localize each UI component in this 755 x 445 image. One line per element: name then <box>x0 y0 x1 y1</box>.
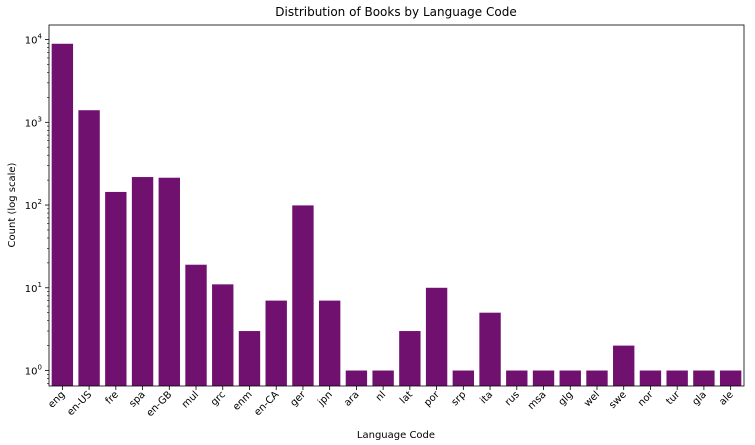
x-tick-label-srp: srp <box>450 389 469 408</box>
bar-tur <box>666 370 688 386</box>
bar-por <box>425 287 448 386</box>
x-tick-label-en-US: en-US <box>65 389 94 418</box>
x-tick-label-mul: mul <box>180 389 201 410</box>
bar-lat <box>399 331 421 386</box>
y-tick-label: 103 <box>25 115 42 129</box>
x-tick-label-en-GB: en-GB <box>145 389 175 419</box>
x-tick-label-ara: ara <box>342 389 361 408</box>
bar-en-CA <box>265 300 287 386</box>
bar-fre <box>105 191 127 386</box>
bar-ita <box>479 312 501 386</box>
x-tick-label-ger: ger <box>289 389 309 409</box>
x-tick-label-tur: tur <box>664 389 683 408</box>
x-tick-label-msa: msa <box>526 389 549 412</box>
x-tick-label-spa: spa <box>127 389 147 409</box>
bar-mul <box>185 264 207 386</box>
bars-group <box>51 43 742 386</box>
bar-enm <box>238 331 261 386</box>
bar-en-US <box>78 110 100 386</box>
bar-srp <box>452 370 475 386</box>
x-tick-label-wel: wel <box>582 389 602 409</box>
bar-jpn <box>318 300 341 386</box>
bar-msa <box>532 370 555 386</box>
y-axis-label: Count (log scale) <box>7 162 18 247</box>
bar-swe <box>613 345 635 386</box>
x-tick-label-nor: nor <box>636 389 656 409</box>
x-axis-label: Language Code <box>357 430 435 441</box>
plot-frame <box>48 24 745 387</box>
x-tick-label-swe: swe <box>607 389 629 411</box>
y-tick-label: 101 <box>25 281 42 295</box>
x-tick-label-grc: grc <box>209 389 228 408</box>
bar-nl <box>372 370 394 386</box>
bar-eng <box>51 43 74 386</box>
y-tick-label: 104 <box>25 33 43 47</box>
bar-wel <box>586 370 608 386</box>
x-tick-label-nl: nl <box>374 389 388 403</box>
x-tick-label-lat: lat <box>398 389 415 406</box>
bar-nor <box>639 370 662 386</box>
x-tick-label-ita: ita <box>478 389 495 406</box>
x-tick-label-en-CA: en-CA <box>252 389 281 418</box>
x-tick-label-gla: gla <box>690 389 709 408</box>
bar-ale <box>719 370 742 386</box>
bar-ger <box>292 205 314 386</box>
x-tick-label-eng: eng <box>46 389 67 410</box>
bar-en-GB <box>158 177 180 386</box>
bar-ara <box>345 370 368 386</box>
x-tick-label-glg: glg <box>557 389 576 408</box>
y-tick-label: 100 <box>25 364 42 378</box>
x-tick-label-jpn: jpn <box>315 389 334 408</box>
x-tick-label-por: por <box>422 389 442 409</box>
x-tick-label-fre: fre <box>104 389 121 406</box>
x-tick-label-rus: rus <box>503 389 522 408</box>
bar-grc <box>212 284 234 386</box>
x-tick-label-ale: ale <box>717 389 735 407</box>
y-tick-label: 102 <box>25 198 42 212</box>
x-tick-label-enm: enm <box>231 389 255 413</box>
bar-rus <box>506 370 528 386</box>
bar-gla <box>693 370 715 386</box>
bar-glg <box>559 370 581 386</box>
y-axis-ticks: 100 101 102 103 104 <box>25 33 49 384</box>
bar-spa <box>131 177 154 386</box>
chart-title: Distribution of Books by Language Code <box>275 5 516 19</box>
